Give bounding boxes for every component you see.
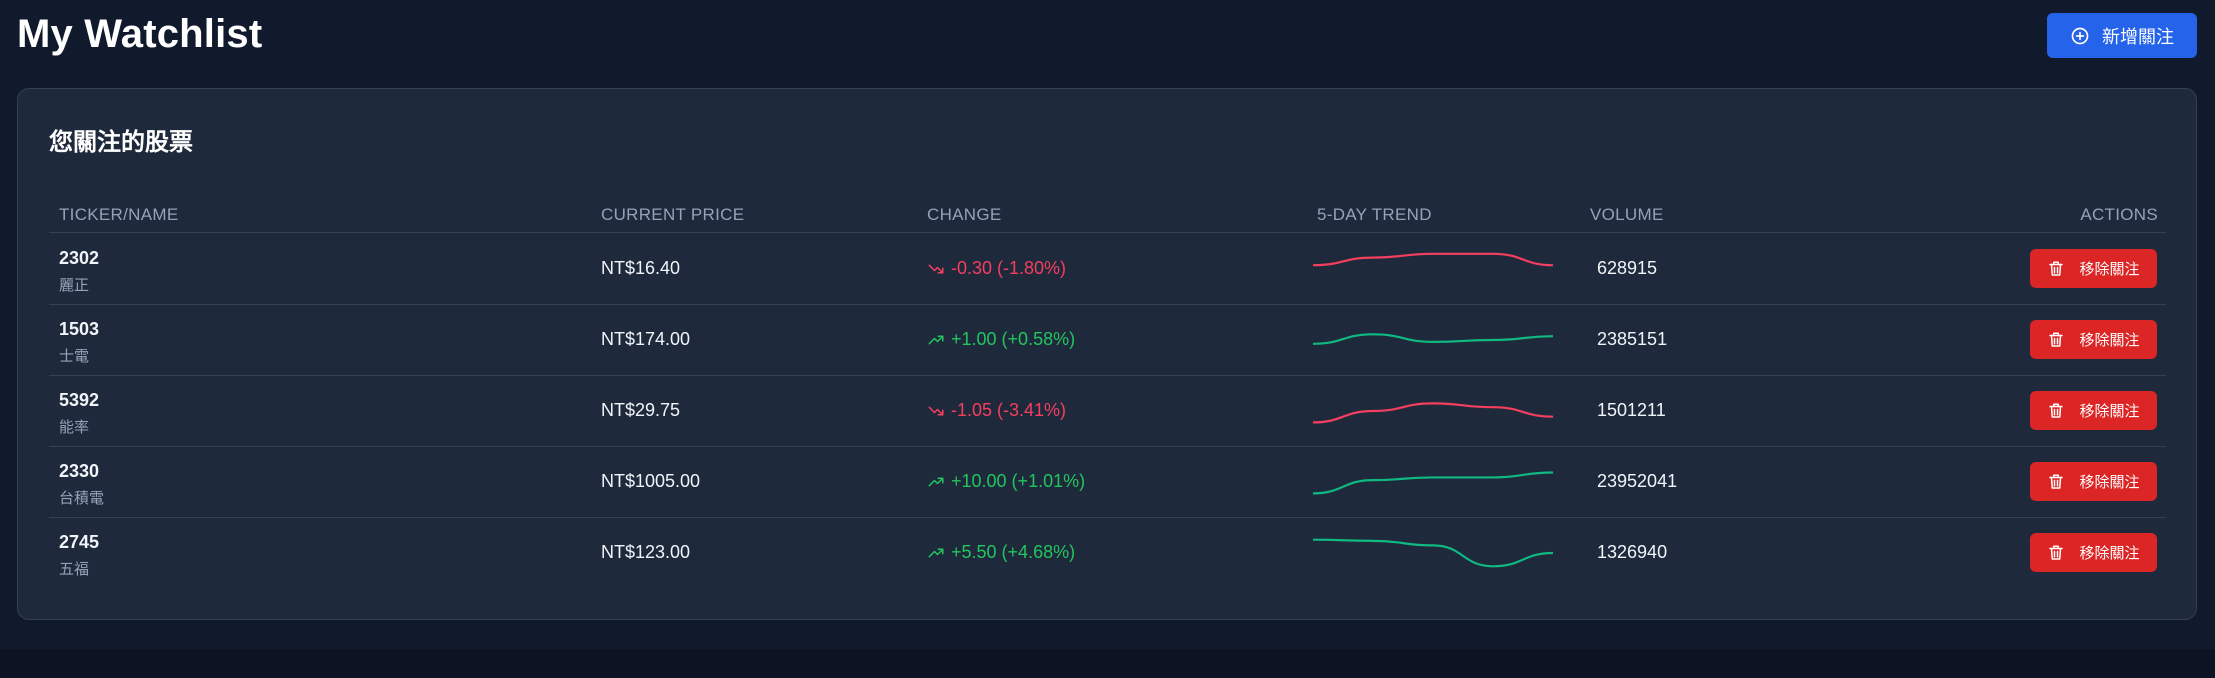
price-change-value: +1.00 (+0.58%) xyxy=(951,329,1076,349)
table-row: 1503 士電 NT$174.00 +1.00 (+0.58%) 2385151 移除關注 xyxy=(49,305,2166,376)
volume-value: 2385151 xyxy=(1597,329,1668,349)
trend-line xyxy=(1313,252,1553,267)
add-watch-button[interactable]: 新增關注 xyxy=(2047,13,2197,58)
remove-watch-button[interactable]: 移除關注 xyxy=(2030,462,2157,501)
price-change-value: -0.30 (-1.80%) xyxy=(951,258,1067,278)
remove-watch-button[interactable]: 移除關注 xyxy=(2030,391,2157,430)
column-header-change: CHANGE xyxy=(927,205,1002,224)
trend-line xyxy=(1313,402,1553,424)
watchlist-card: 您關注的股票 TICKER/NAME CURRENT PRICE CHANGE … xyxy=(17,88,2197,620)
trending-up-icon xyxy=(928,548,944,557)
current-price: NT$16.40 xyxy=(601,258,681,278)
remove-watch-button[interactable]: 移除關注 xyxy=(2030,320,2157,359)
watchlist-title: 您關注的股票 xyxy=(49,129,193,156)
watchlist-page: My Watchlist 新增關注 您關注的股票 TICKER/NAME CUR… xyxy=(17,12,2197,620)
remove-watch-label: 移除關注 xyxy=(2079,332,2140,349)
current-price: NT$123.00 xyxy=(601,542,691,562)
ticker-symbol: 2330 xyxy=(59,461,100,481)
remove-watch-button[interactable]: 移除關注 xyxy=(2030,249,2157,288)
trend-sparkline xyxy=(1313,538,1553,568)
trend-line xyxy=(1313,333,1553,345)
page-title: My Watchlist xyxy=(17,12,263,56)
price-change: +10.00 (+1.01%) xyxy=(927,471,1085,492)
price-change-value: +5.50 (+4.68%) xyxy=(951,542,1076,562)
current-price: NT$174.00 xyxy=(601,329,691,349)
trend-line xyxy=(1313,538,1553,568)
table-row: 5392 能率 NT$29.75 -1.05 (-3.41%) 1501211 移除關注 xyxy=(49,376,2166,447)
current-price: NT$29.75 xyxy=(601,400,681,420)
stock-name: 五福 xyxy=(59,561,90,578)
trending-up-icon xyxy=(928,477,944,486)
table-header: TICKER/NAME CURRENT PRICE CHANGE 5-DAY T… xyxy=(49,197,2166,233)
price-change-value: +10.00 (+1.01%) xyxy=(951,471,1086,491)
remove-watch-button[interactable]: 移除關注 xyxy=(2030,533,2157,572)
column-header-trend: 5-DAY TREND xyxy=(1317,205,1432,224)
trending-down-icon xyxy=(928,406,944,415)
ticker-symbol: 2745 xyxy=(59,532,100,552)
stock-name: 士電 xyxy=(59,348,90,365)
stock-name: 台積電 xyxy=(59,490,105,507)
price-change: -1.05 (-3.41%) xyxy=(927,400,1066,421)
remove-watch-label: 移除關注 xyxy=(2079,474,2140,491)
volume-value: 23952041 xyxy=(1597,471,1678,491)
trend-sparkline xyxy=(1313,252,1553,267)
plus-circle-icon xyxy=(2071,27,2089,44)
ticker-symbol: 5392 xyxy=(59,390,100,410)
add-watch-label: 新增關注 xyxy=(2102,26,2174,47)
trash-icon xyxy=(2049,261,2064,276)
remove-watch-label: 移除關注 xyxy=(2079,403,2140,420)
remove-watch-label: 移除關注 xyxy=(2079,261,2140,278)
trash-icon xyxy=(2049,403,2064,418)
trend-sparkline xyxy=(1313,402,1553,424)
trash-icon xyxy=(2049,474,2064,489)
volume-value: 1501211 xyxy=(1597,400,1666,420)
trending-up-icon xyxy=(928,335,944,344)
trend-sparkline xyxy=(1313,471,1553,495)
watchlist-table-body: 2302 麗正 NT$16.40 -0.30 (-1.80%) 628915 移除關注 15… xyxy=(49,234,2166,589)
trend-sparkline xyxy=(1313,333,1553,345)
price-change: +1.00 (+0.58%) xyxy=(927,329,1075,350)
remove-watch-label: 移除關注 xyxy=(2079,545,2140,562)
stock-name: 麗正 xyxy=(59,277,90,294)
trend-line xyxy=(1313,471,1553,495)
table-row: 2745 五福 NT$123.00 +5.50 (+4.68%) 1326940 移除關注 xyxy=(49,518,2166,589)
table-row: 2302 麗正 NT$16.40 -0.30 (-1.80%) 628915 移除關注 xyxy=(49,234,2166,305)
volume-value: 1326940 xyxy=(1597,542,1668,562)
trash-icon xyxy=(2049,545,2064,560)
column-header-ticker: TICKER/NAME xyxy=(59,205,179,224)
column-header-volume: VOLUME xyxy=(1590,205,1664,224)
column-header-price: CURRENT PRICE xyxy=(601,205,745,224)
current-price: NT$1005.00 xyxy=(601,471,701,491)
column-header-actions: ACTIONS xyxy=(2080,205,2158,224)
trending-down-icon xyxy=(928,264,944,273)
ticker-symbol: 1503 xyxy=(59,319,100,339)
volume-value: 628915 xyxy=(1597,258,1658,278)
trash-icon xyxy=(2049,332,2064,347)
price-change: +5.50 (+4.68%) xyxy=(927,542,1075,563)
table-row: 2330 台積電 NT$1005.00 +10.00 (+1.01%) 23952041… xyxy=(49,447,2166,518)
stock-name: 能率 xyxy=(59,419,90,436)
ticker-symbol: 2302 xyxy=(59,248,100,268)
price-change-value: -1.05 (-3.41%) xyxy=(951,400,1067,420)
price-change: -0.30 (-1.80%) xyxy=(927,258,1066,279)
